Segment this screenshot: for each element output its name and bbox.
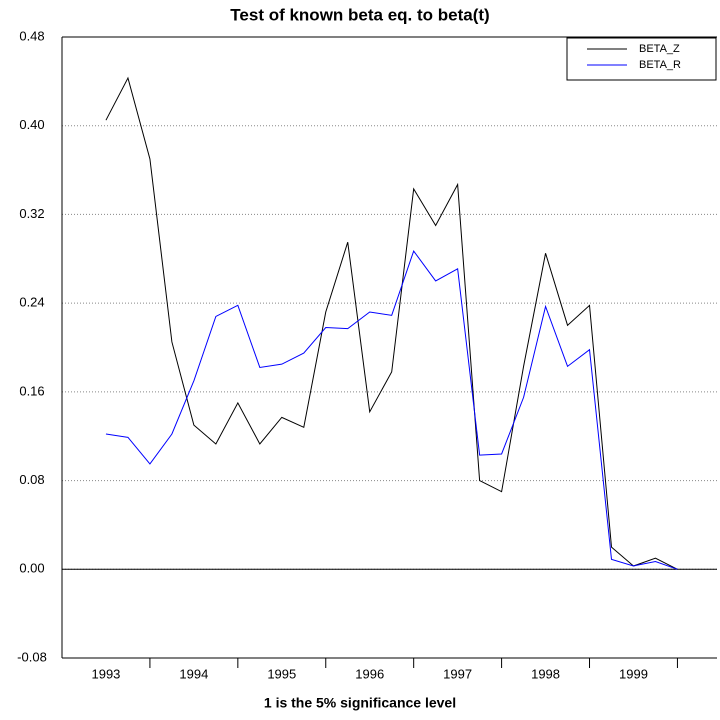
x-tick-label: 1994 xyxy=(179,666,208,681)
legend-box xyxy=(566,37,717,81)
x-axis-label: 1 is the 5% significance level xyxy=(264,695,456,711)
y-tick-label: 0.00 xyxy=(19,561,44,576)
x-tick-label: 1996 xyxy=(355,666,384,681)
chart-title: Test of known beta eq. to beta(t) xyxy=(230,5,489,24)
x-tick-label: 1995 xyxy=(267,666,296,681)
legend-label: BETA_Z xyxy=(639,43,680,55)
series-line xyxy=(105,76,678,570)
x-tick-label: 1999 xyxy=(619,666,648,681)
x-tick-label: 1998 xyxy=(531,666,560,681)
y-tick-label: 0.48 xyxy=(19,28,44,43)
y-tick-label: 0.32 xyxy=(19,206,44,221)
y-tick-label: 0.40 xyxy=(19,117,44,132)
y-tick-label: 0.16 xyxy=(19,383,44,398)
series-line xyxy=(105,249,678,570)
x-tick-label: 1997 xyxy=(443,666,472,681)
y-tick-label: 0.08 xyxy=(19,472,44,487)
legend-label: BETA_R xyxy=(639,59,681,71)
y-tick-label: 0.24 xyxy=(19,295,44,310)
y-tick-label: -0.08 xyxy=(17,649,47,664)
x-tick-label: 1993 xyxy=(91,666,120,681)
